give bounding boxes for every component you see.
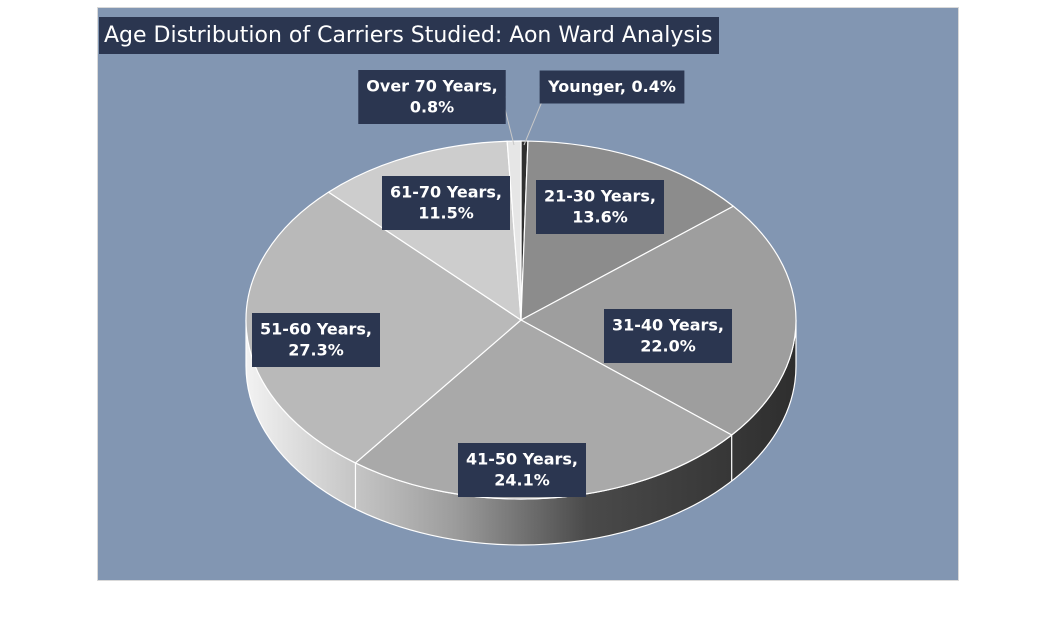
pie-slice-51-60-years (245, 191, 522, 464)
data-label-box (458, 443, 586, 497)
data-label-text: 13.6% (572, 207, 628, 226)
pie-slice-41-50-years (354, 319, 733, 500)
data-label-over-70-years: Over 70 Years, 0.8% (358, 70, 506, 124)
data-label-younger: Younger, 0.4% (539, 70, 685, 104)
data-label-box (382, 176, 510, 230)
data-label-31-40-years: 31-40 Years, 22.0% (604, 309, 732, 363)
data-label-box (539, 70, 685, 104)
data-label-text: 27.3% (288, 340, 344, 359)
data-label-text: 61-70 Years, (390, 182, 502, 201)
data-label-51-60-years: 51-60 Years, 27.3% (252, 313, 380, 367)
data-label-text: 0.8% (410, 97, 454, 116)
data-label-text: 41-50 Years, (466, 449, 578, 468)
data-label-box (604, 309, 732, 363)
data-label-41-50-years: 41-50 Years, 24.1% (458, 443, 586, 497)
pie-slice-over-70-years (506, 140, 522, 321)
chart-title: Age Distribution of Carriers Studied: Ao… (99, 17, 720, 54)
data-label-21-30-years: 21-30 Years, 13.6% (536, 180, 664, 234)
data-label-text: 11.5% (418, 203, 474, 222)
data-label-text: 31-40 Years, (612, 315, 724, 334)
data-label-text: 24.1% (494, 470, 550, 489)
data-label-box (252, 313, 380, 367)
data-label-text: 51-60 Years, (260, 319, 372, 338)
data-label-text: Younger, 0.4% (547, 77, 676, 96)
data-label-text: 22.0% (640, 336, 696, 355)
data-label-box (358, 70, 506, 124)
data-label-text: 21-30 Years, (544, 186, 656, 205)
data-label-text: Over 70 Years, (366, 76, 497, 95)
data-label-61-70-years: 61-70 Years, 11.5% (382, 176, 510, 230)
data-label-box (536, 180, 664, 234)
